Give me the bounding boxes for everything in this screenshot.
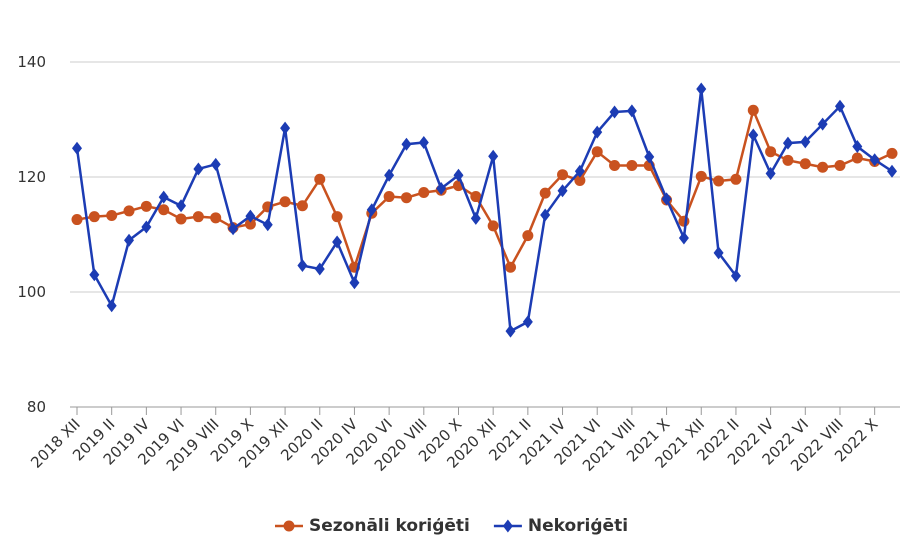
point [661, 192, 672, 206]
point [297, 259, 308, 273]
point [695, 170, 707, 182]
y-tick-label: 140 [17, 53, 46, 71]
point [869, 153, 880, 167]
point [886, 147, 898, 159]
point [89, 268, 100, 282]
point [539, 187, 551, 199]
point [644, 150, 655, 164]
point [283, 520, 295, 532]
point [331, 211, 343, 223]
point [262, 218, 273, 232]
point [124, 233, 135, 247]
point [228, 222, 239, 236]
point [557, 184, 568, 198]
point [106, 299, 117, 313]
y-tick-label: 80 [27, 398, 46, 416]
point [540, 208, 551, 222]
point [210, 157, 221, 171]
point [384, 168, 395, 182]
point [730, 173, 742, 185]
point [296, 200, 308, 212]
point [366, 203, 377, 217]
point [245, 209, 256, 223]
y-tick-label: 100 [17, 283, 46, 301]
point [141, 220, 152, 234]
point [349, 276, 360, 290]
point [314, 262, 325, 276]
point [609, 105, 620, 119]
point [713, 246, 724, 260]
point [192, 211, 204, 223]
point [574, 164, 585, 178]
point [176, 199, 187, 213]
point [626, 160, 638, 171]
point [574, 174, 586, 186]
point [834, 160, 846, 171]
point [800, 135, 811, 149]
point [383, 191, 395, 203]
point [193, 162, 204, 176]
point [505, 261, 517, 273]
point [887, 164, 897, 178]
point [817, 117, 828, 131]
y-tick-label: 120 [17, 168, 46, 186]
point [782, 154, 794, 166]
legend-label: Nekoriģēti [528, 516, 628, 536]
point [834, 99, 845, 113]
point [123, 205, 135, 217]
point [782, 136, 793, 150]
point [470, 191, 482, 203]
point [765, 167, 776, 181]
point [851, 152, 863, 164]
point [609, 160, 621, 171]
x-tick-label: 2018 XII [27, 415, 84, 472]
point [502, 519, 513, 533]
point [332, 235, 343, 249]
point [626, 104, 637, 118]
point [713, 175, 725, 187]
point [280, 121, 291, 135]
point [244, 218, 256, 230]
point [730, 269, 741, 283]
point [158, 190, 169, 204]
point [71, 214, 83, 226]
point [747, 104, 759, 116]
point [400, 192, 412, 204]
point [678, 215, 690, 227]
point [453, 168, 464, 182]
point [748, 128, 759, 142]
point [140, 200, 152, 212]
point [436, 182, 447, 195]
point [470, 211, 481, 225]
point [175, 213, 187, 225]
point [210, 212, 222, 224]
point [817, 161, 829, 173]
point [852, 140, 863, 154]
point [418, 136, 429, 149]
point [696, 82, 707, 96]
point [401, 137, 412, 151]
point [678, 231, 689, 245]
point [488, 149, 499, 163]
point [557, 169, 569, 181]
point [72, 141, 82, 155]
point [765, 146, 777, 158]
point [505, 324, 516, 338]
point [314, 173, 326, 185]
point [591, 146, 603, 158]
point [418, 187, 430, 199]
point [279, 196, 291, 208]
point [522, 315, 533, 329]
legend-label: Sezonāli koriģēti [309, 516, 470, 536]
point [522, 230, 534, 242]
point [158, 204, 170, 216]
point [88, 211, 100, 223]
point [799, 158, 811, 170]
point [487, 220, 499, 232]
point [592, 125, 603, 139]
point [106, 210, 118, 222]
